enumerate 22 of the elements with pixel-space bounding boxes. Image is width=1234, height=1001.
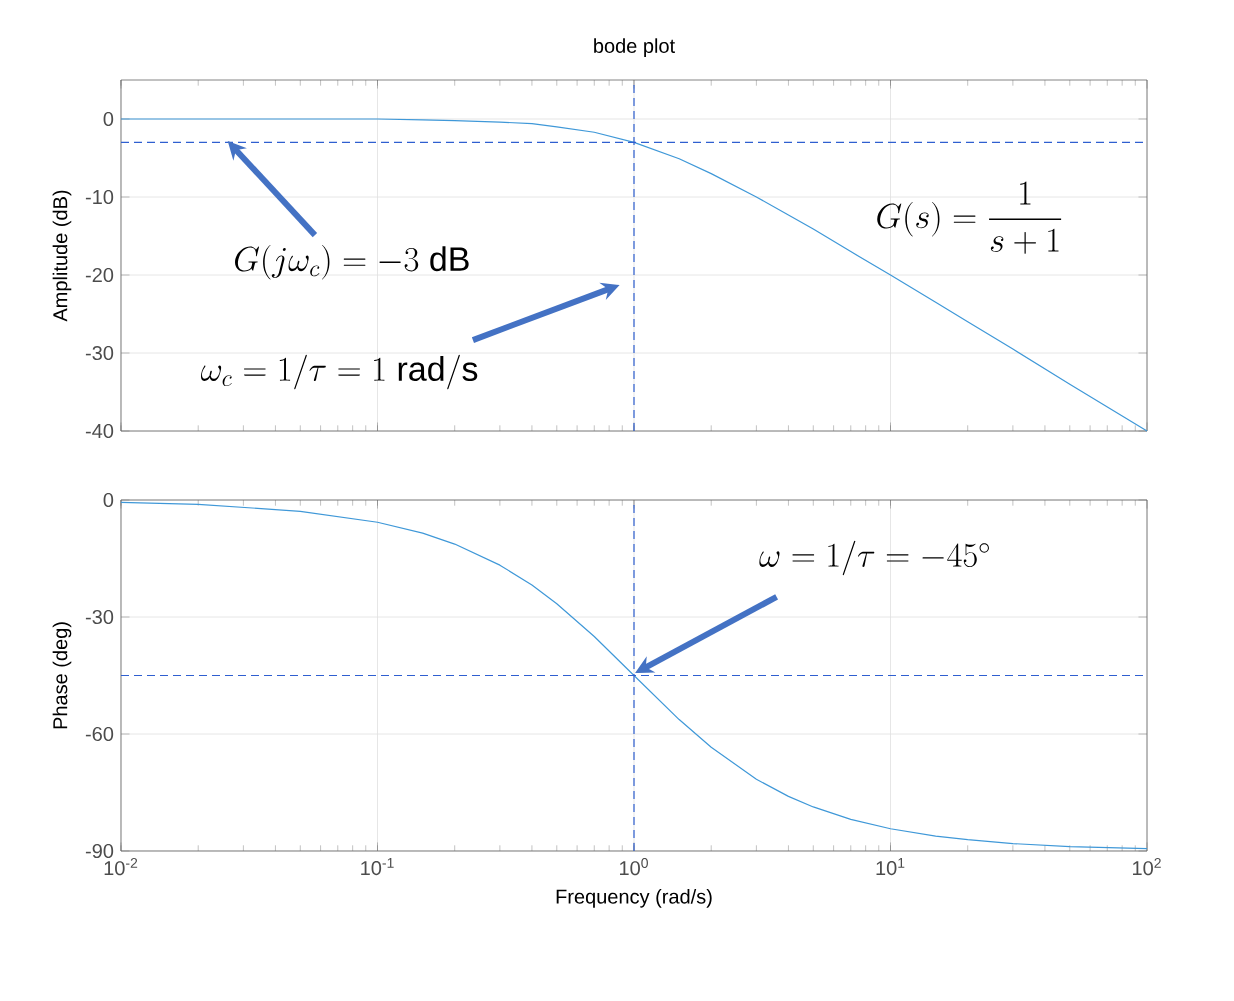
annotation: $G(s) = \frac{1}{s+1}$ [877, 181, 1062, 254]
y-tick-label: -30 [85, 345, 114, 361]
annotation: $\omega = 1/\tau = -45^\circ$ [759, 540, 989, 576]
x-tick-label: 10$^{1}$ [876, 858, 905, 876]
y-tick-label: -10 [85, 189, 114, 205]
y-axis-title: Amplitude (dB) [52, 190, 72, 322]
y-tick-label: -20 [85, 267, 114, 283]
x-tick-label: 10$^{-2}$ [104, 858, 138, 876]
y-tick-label: -90 [85, 843, 114, 859]
x-axis-title: Frequency (rad/s) [556, 889, 712, 908]
y-tick-label: -40 [85, 423, 114, 439]
x-tick-label: 10$^{2}$ [1133, 858, 1161, 876]
x-tick-label: 10$^{-1}$ [361, 858, 394, 876]
y-axis-title: Phase (deg) [52, 622, 72, 729]
chart-title: bode plot [594, 38, 675, 57]
y-tick-label: -30 [85, 609, 114, 625]
annotation: $\omega_c = 1/\tau = 1\ \mathrm{rad/s}$ [201, 354, 478, 390]
x-tick-label: 10$^{0}$ [620, 858, 648, 876]
y-tick-label: 0 [103, 111, 114, 127]
y-tick-label: 0 [103, 492, 114, 508]
annotation: $G(j\omega_c) = -3\ \mathrm{dB}$ [235, 244, 469, 280]
y-tick-label: -60 [85, 726, 114, 742]
